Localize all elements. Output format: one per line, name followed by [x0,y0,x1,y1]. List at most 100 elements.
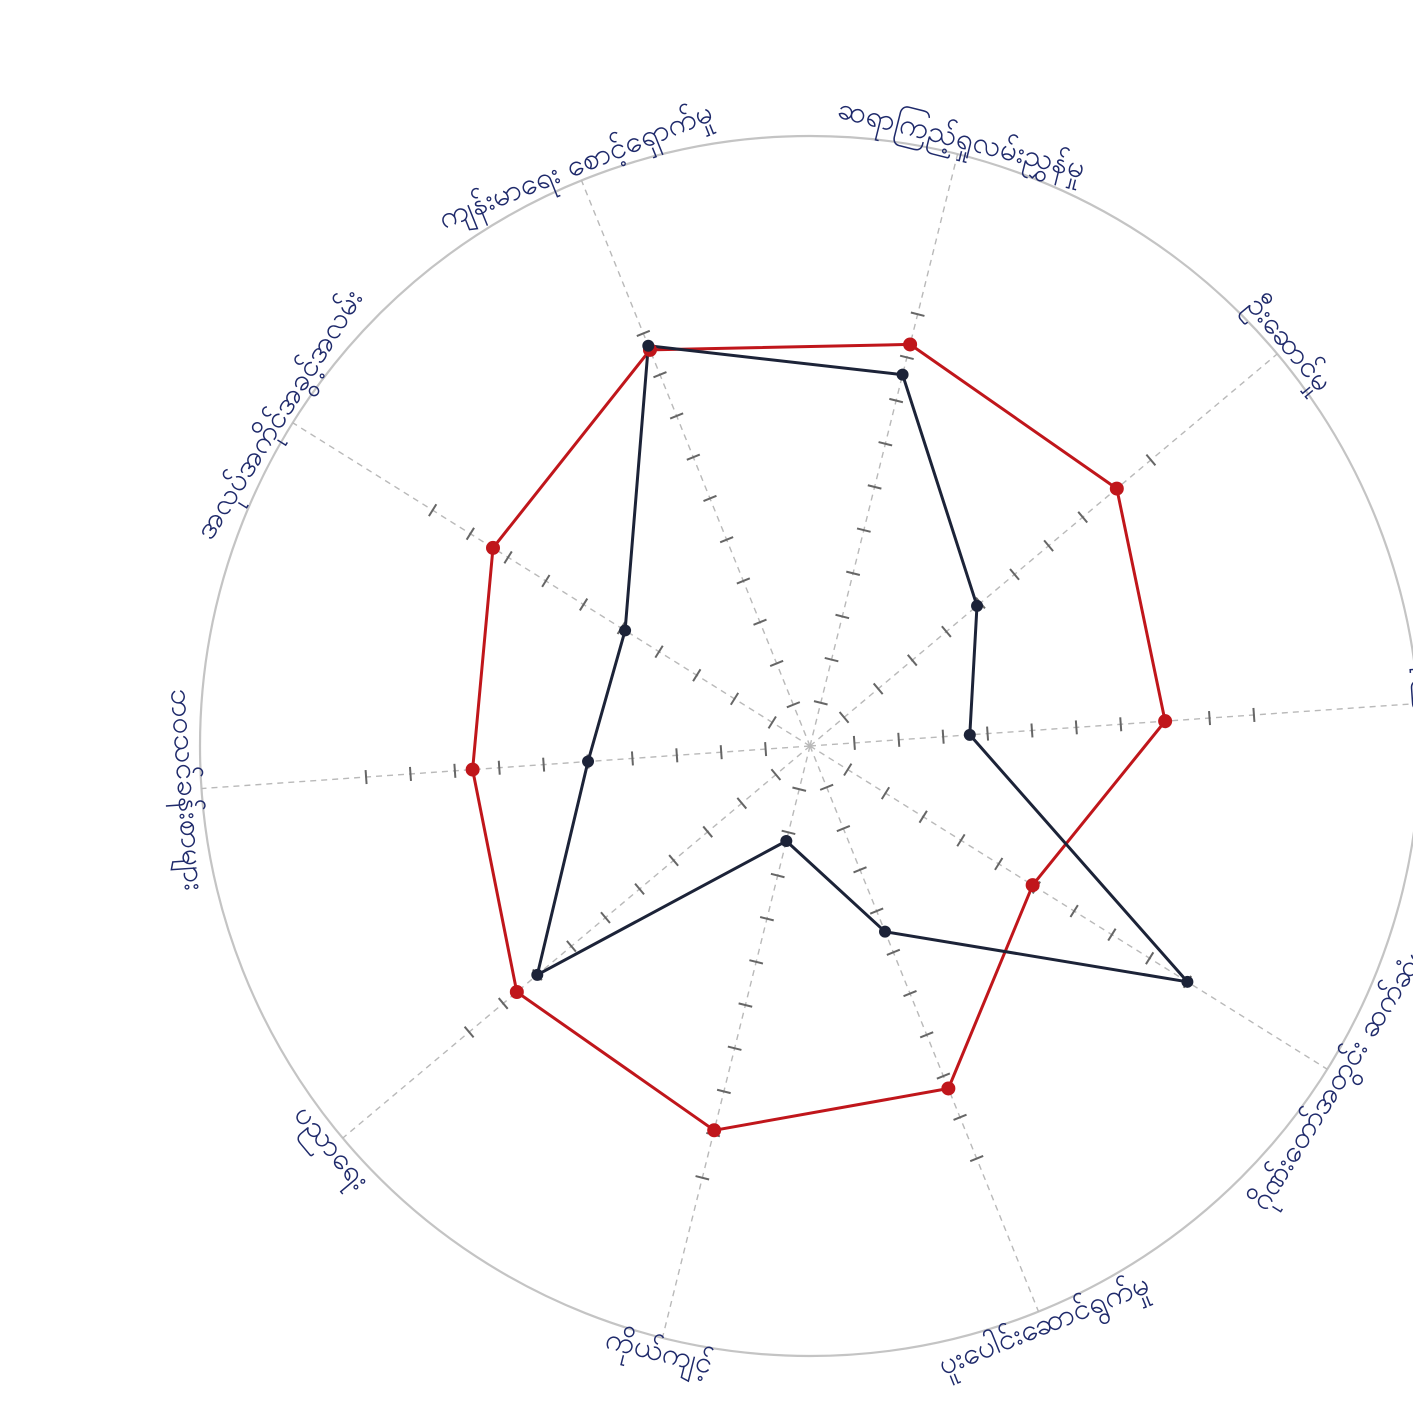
tick-mark [824,656,839,663]
tick-mark [1030,723,1034,738]
tick-mark [903,990,917,998]
tick-mark [852,735,856,750]
tick-mark [1043,539,1054,552]
tick-mark [702,825,713,838]
tick-mark [736,797,748,810]
series-1-point [1025,878,1040,893]
tick-mark [956,833,966,847]
tick-mark [767,715,777,729]
series-2-point [879,925,892,938]
tick-mark [1107,928,1117,942]
tick-mark [867,484,882,490]
axis-label: ဘဝသင်ခန်းစာများ [157,687,212,892]
series-2-point [582,755,595,768]
tick-mark [503,550,513,564]
axis-label: ပညာရေး [282,1098,377,1201]
radial-axes [201,153,1413,1339]
spoke-1 [809,153,959,747]
outer-ring [199,135,1413,1357]
tick-mark [408,766,412,781]
tick-mark [1252,707,1256,723]
axis-label: အလုပ်အကိုင်အခွင့်အလမ်း [188,283,375,549]
tick-mark [364,769,368,785]
tick-mark [729,692,740,706]
tick-mark [497,760,501,775]
tick-mark [1119,717,1123,732]
tick-mark [634,883,645,896]
tick-mark [941,625,952,638]
tick-mark [918,810,928,824]
series-1-line [471,342,1167,1132]
spoke-7 [342,745,811,1139]
series-points [465,337,1194,1138]
tick-mark [703,494,717,502]
tick-mark [1074,720,1078,735]
series-1-point [707,1123,722,1138]
tick-mark [813,700,828,706]
tick-mark [770,768,782,781]
tick-mark [994,857,1004,871]
spoke-9 [292,422,811,747]
series-2-line [535,344,1189,984]
tick-mark [653,371,667,379]
tick-mark [853,866,867,874]
series-1-point [903,337,918,352]
tick-mark [630,751,634,766]
series-2-point [619,624,632,637]
tick-mark [936,1072,951,1080]
tick-mark [719,745,723,760]
series-1-point [1158,714,1173,729]
spoke-3 [809,703,1413,747]
tick-mark [600,911,611,924]
series-2-point [971,599,984,612]
axis-label: ဦးဆောင်မှု [1235,289,1340,403]
series-2-point [780,834,793,847]
series-1-point [485,540,500,555]
axis-label: ဆရာကြည့်ရှုလမ်းညွှန်မှု [833,89,1090,192]
tick-mark [869,907,884,915]
tick-mark [941,729,945,744]
tick-mark [986,726,990,741]
tick-mark [1077,511,1088,524]
tick-mark [686,453,701,461]
tick-mark [692,668,702,682]
axis-label: ကျန်းမာရေး စောင့်ရှောက်မှု [433,95,720,243]
tick-mark [579,598,589,611]
axis-label: ကိုယ်ကျင့် [600,1321,716,1387]
spoke-4 [809,745,1328,1070]
tick-mark [886,948,901,956]
axis-label: ဂိုဏ်းတော်အတွင်း ဆက်ဆံမှု [1243,937,1413,1220]
spoke-5 [809,745,1040,1312]
tick-mark [719,536,734,544]
tick-mark [897,732,901,747]
tick-mark [1208,711,1212,726]
tick-mark [835,613,850,620]
tick-mark [753,618,767,626]
series-2-point [531,968,544,981]
tick-mark [716,1088,731,1095]
series-1-point [465,762,480,777]
series-2-point [963,728,976,741]
tick-mark [668,854,679,867]
series-1-point [1109,481,1124,496]
tick-mark [453,763,457,778]
spoke-6 [661,745,811,1339]
tick-mark [889,397,904,404]
tick-mark [465,527,475,541]
tick-mark [872,682,884,695]
tick-mark [819,783,834,791]
series-2-point [1181,975,1194,988]
tick-mark [919,1031,934,1039]
tick-mark [542,757,546,772]
tick-mark [843,763,853,777]
tick-mark [428,503,438,517]
spoke-10 [580,180,811,747]
tick-mark [907,654,918,667]
tick-mark [910,311,925,317]
tick-mark [1145,453,1157,466]
tick-mark [669,412,684,420]
tick-mark [497,997,509,1010]
series-1-point [509,984,524,999]
tick-mark [749,959,764,965]
series-2-point [896,368,909,381]
